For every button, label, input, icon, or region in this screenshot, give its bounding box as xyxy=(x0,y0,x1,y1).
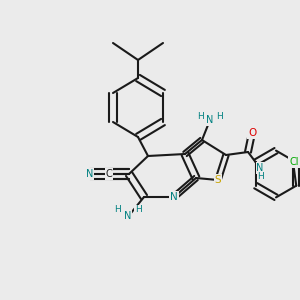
Text: O: O xyxy=(248,128,256,138)
Text: H: H xyxy=(198,112,204,122)
Text: H: H xyxy=(257,172,264,181)
Text: H: H xyxy=(135,206,142,214)
Text: N: N xyxy=(124,211,132,221)
Text: H: H xyxy=(216,112,222,122)
Text: N: N xyxy=(170,192,178,202)
Text: N: N xyxy=(256,163,264,173)
Text: H: H xyxy=(114,206,121,214)
Text: S: S xyxy=(215,175,221,185)
Text: C: C xyxy=(106,169,112,179)
Text: N: N xyxy=(206,115,214,125)
Text: Cl: Cl xyxy=(289,157,299,167)
Text: N: N xyxy=(86,169,94,179)
